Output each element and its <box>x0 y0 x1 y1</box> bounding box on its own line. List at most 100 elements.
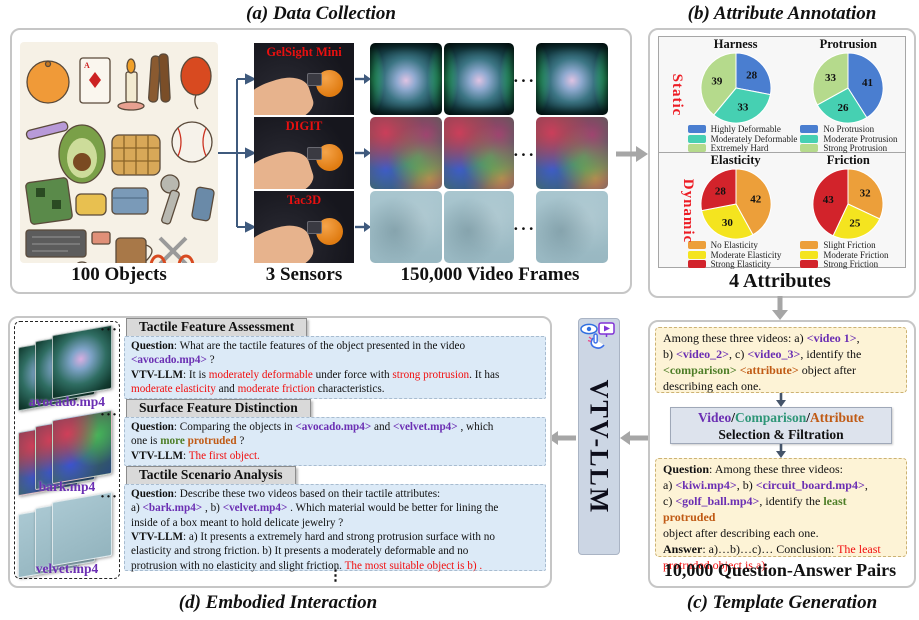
panel-a-title: (a) Data Collection <box>246 3 396 24</box>
pie-value-label: 42 <box>750 194 762 206</box>
sensor-chip-shape <box>307 147 322 160</box>
pie-slice <box>847 168 884 220</box>
legend-item: No Protrusion <box>800 124 904 134</box>
legend-item: Strong Friction <box>800 259 904 270</box>
elasticity-legend: No Elasticity Moderate Elasticity Strong E… <box>680 240 792 269</box>
legend-swatch-icon <box>687 241 706 250</box>
qa-section-tactile-feature: Question: What are the tactile features … <box>124 336 546 399</box>
harness-pie-chart: 28 33 39 <box>700 52 772 124</box>
pie-value-label: 41 <box>862 77 873 89</box>
dynamic-label: Dynamic <box>679 178 696 243</box>
legend-swatch-icon <box>687 260 706 269</box>
legend-item: Moderate Protrusion <box>800 133 904 144</box>
selection-filtration-box: Video/Comparison/Attribute Selection & F… <box>670 407 892 444</box>
tactile-frame <box>536 117 608 189</box>
vision-video-touch-icon <box>580 322 615 349</box>
legend-swatch-icon <box>800 144 819 153</box>
legend-swatch-icon <box>800 134 819 143</box>
objects-art: A <box>25 53 215 279</box>
vtv-llm-label-wrap: VTV-LLM <box>578 340 618 553</box>
qa-section-surface-feature: Question: Comparing the objects in <avoc… <box>124 417 546 466</box>
pie-value-label: 39 <box>711 76 723 88</box>
legend-swatch-icon <box>687 144 706 153</box>
ellipsis: ··· <box>99 407 118 423</box>
sensor-chip-shape <box>307 73 322 86</box>
pie-block-protrusion: Protrusion 41 26 33 No Protrusion Moderate … <box>792 37 904 154</box>
legend-item: Slight Friction <box>800 240 904 251</box>
legend-item: Moderate Friction <box>800 250 904 260</box>
bracket-connector <box>218 73 254 233</box>
arrow-bar-to-d-icon <box>548 431 576 445</box>
pie-slice <box>812 168 849 237</box>
protrusion-pie-chart: 41 26 33 <box>812 52 884 124</box>
arrow-down-icon <box>776 393 786 407</box>
legend-swatch-icon <box>687 125 706 134</box>
selection-line1: Video/Comparison/Attribute <box>697 410 865 425</box>
vtv-llm-label: VTV-LLM <box>584 379 614 514</box>
pie-value-label: 32 <box>860 188 872 200</box>
video-stack-bark: ··· bark.mp4 <box>16 407 118 497</box>
ellipsis: ··· <box>99 489 118 505</box>
legend-swatch-icon <box>800 241 819 250</box>
arrow-right-icon <box>355 222 371 232</box>
legend-label: Moderately Deformable <box>710 133 798 144</box>
pie-slice <box>816 87 868 124</box>
legend-label: No Elasticity <box>710 240 758 251</box>
sensors-count-label: 3 Sensors <box>265 264 343 285</box>
pie-value-label: 28 <box>746 70 758 82</box>
panel-c-title: (c) Template Generation <box>686 592 878 613</box>
legend-label: Strong Friction <box>823 259 879 270</box>
sensor-chip-shape <box>307 221 322 234</box>
static-label: Static <box>668 73 685 116</box>
friction-legend: Slight Friction Moderate Friction Strong F… <box>792 240 904 270</box>
ellipsis: ··· <box>513 219 537 238</box>
friction-pie-chart: 32 25 43 <box>812 168 884 240</box>
attributes-count-label: 4 Attributes <box>729 270 831 292</box>
qa-example-box: Question: Among these three videos: a) <k… <box>655 458 907 572</box>
legend-item: Moderately Deformable <box>687 134 797 144</box>
sensor-photo-tac3d: Tac3D <box>254 191 354 263</box>
ellipsis: ··· <box>99 322 118 338</box>
legend-item: Strong Elasticity <box>687 259 792 269</box>
section-header-tactile-feature: Tactile Feature Assessment <box>126 318 308 337</box>
arrow-right-icon <box>355 148 371 158</box>
objects-count-label: 100 Objects <box>71 264 167 285</box>
harness-legend: Highly Deformable Moderately Deformable Ex… <box>680 124 797 153</box>
sensor-photo-gelsight: GelSight Mini <box>254 43 354 115</box>
tactile-frame <box>444 117 514 189</box>
pie-slice <box>735 52 772 96</box>
legend-label: Strong Protrusion <box>823 143 888 154</box>
pie-block-friction: Friction 32 25 43 Slight Friction Moderate … <box>792 153 904 270</box>
vertical-ellipsis: ⋮ <box>328 568 343 584</box>
tactile-frame <box>370 191 442 263</box>
pie-slice <box>812 52 849 106</box>
tactile-frame <box>536 43 608 115</box>
arrow-down-icon <box>776 444 786 458</box>
ellipsis: ··· <box>513 71 537 90</box>
tactile-frame <box>444 191 514 263</box>
arrow-a-to-b-icon <box>616 146 648 162</box>
sensor-photo-digit: DIGIT <box>254 117 354 189</box>
arrow-right-icon <box>355 74 371 84</box>
legend-label: Slight Friction <box>823 240 876 251</box>
legend-swatch-icon <box>800 125 819 134</box>
legend-label: Moderate Protrusion <box>823 133 898 144</box>
legend-item: Highly Deformable <box>687 124 792 134</box>
pie-title: Elasticity <box>710 153 761 167</box>
tactile-frame <box>444 43 514 115</box>
template-prompt-box: Among these three videos: a) <video 1>, b… <box>655 327 907 393</box>
tactile-frame <box>536 191 608 263</box>
sensor-label: DIGIT <box>285 119 323 133</box>
sensor-label: Tac3D <box>286 193 322 207</box>
video-stack-avocado: ··· avocado.mp4 <box>16 322 118 412</box>
pie-title: Protrusion <box>819 37 878 51</box>
qa-section-tactile-scenario: Question: Describe these two videos base… <box>124 484 546 572</box>
panel-b-title: (b) Attribute Annotation <box>687 3 877 24</box>
pie-value-label: 25 <box>850 218 862 230</box>
video-stack-velvet: ··· velvet.mp4 <box>16 489 118 579</box>
elasticity-pie-chart: 42 30 28 <box>700 168 772 240</box>
dynamic-group: Dynamic Elasticity 42 30 28 No Elasticity M… <box>659 153 905 270</box>
video-filename: avocado.mp4 <box>28 394 106 409</box>
legend-swatch-icon <box>687 134 706 143</box>
